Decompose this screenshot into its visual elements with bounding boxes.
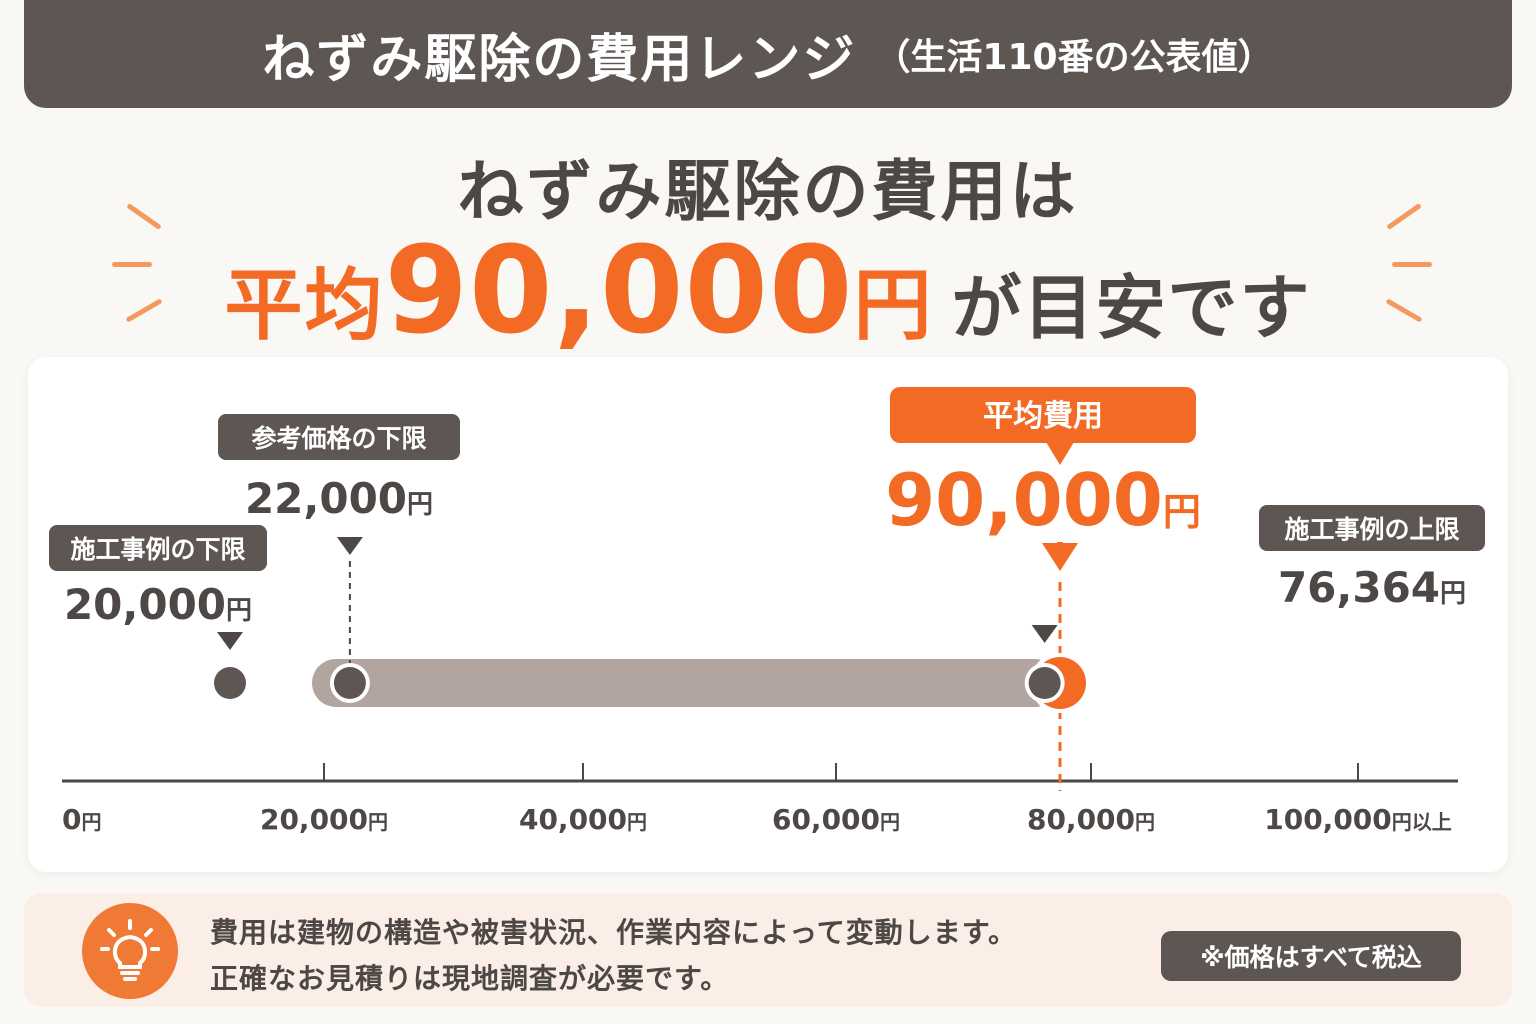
average-label-box — [890, 387, 1196, 443]
price-range-chart: 0円 20,000円 40,000円 60,000円 80,000円 100,000円以上… — [49, 387, 1485, 836]
marker-label: 施工事例の上限 — [1284, 515, 1459, 544]
x-tick-label: 60,000円 — [772, 803, 900, 836]
header-title: ねずみ駆除の費用レンジ — [262, 29, 857, 90]
marker-dot — [333, 667, 366, 699]
header-subtitle: （生活110番の公表値） — [874, 37, 1274, 78]
headline-amount: 90,000 — [384, 222, 854, 361]
marker-label: 施工事例の下限 — [70, 535, 245, 564]
marker-arrow — [217, 632, 243, 650]
x-tick-label: 0円 — [62, 803, 101, 836]
spark-left-2 — [112, 262, 152, 267]
note-card: 費用は建物の構造や被害状況、作業内容によって変動します。 正確なお見積りは現地調… — [24, 893, 1512, 1007]
x-tick-label: 40,000円 — [519, 803, 647, 836]
x-tick-label: 20,000円 — [260, 803, 388, 836]
marker-label-box — [49, 525, 267, 571]
marker-label: 参考価格の下限 — [251, 424, 426, 453]
marker-value: 22,000円 — [245, 474, 433, 523]
chart-card: 0円 20,000円 40,000円 60,000円 80,000円 100,000円以上… — [28, 357, 1508, 872]
marker-arrow — [336, 537, 363, 555]
average-label-pointer — [1046, 442, 1074, 465]
lightbulb-icon — [82, 903, 178, 999]
headline-line2: 平均 90,000 円 が目安です — [0, 222, 1536, 361]
average-arrow-head — [1042, 543, 1078, 571]
marker-value: 76,364円 — [1278, 563, 1466, 612]
x-tick-label: 80,000円 — [1027, 803, 1155, 836]
marker-arrow — [1031, 625, 1058, 643]
headline-suffix: が目安です — [951, 267, 1312, 349]
average-value: 90,000円 — [885, 458, 1201, 542]
range-bar — [312, 659, 1059, 707]
note-line-1: 費用は建物の構造や被害状況、作業内容によって変動します。 — [210, 916, 1017, 949]
spark-right-2 — [1392, 262, 1432, 267]
header-bar: ねずみ駆除の費用レンジ （生活110番の公表値） — [24, 0, 1512, 108]
headline-prefix: 平均 — [224, 261, 385, 351]
marker-dot — [214, 667, 246, 699]
marker-label-box — [218, 414, 460, 460]
note-line-2: 正確なお見積りは現地調査が必要です。 — [210, 962, 730, 995]
average-label: 平均費用 — [983, 399, 1103, 434]
headline-line1: ねずみ駆除の費用は — [457, 153, 1079, 230]
headline-unit: 円 — [853, 261, 932, 351]
tax-badge: ※価格はすべて税込 — [1161, 931, 1461, 981]
marker-value: 20,000円 — [64, 580, 252, 629]
x-tick-label: 100,000円以上 — [1264, 803, 1452, 836]
marker-dot — [1028, 667, 1061, 699]
marker-label-box — [1259, 505, 1485, 551]
